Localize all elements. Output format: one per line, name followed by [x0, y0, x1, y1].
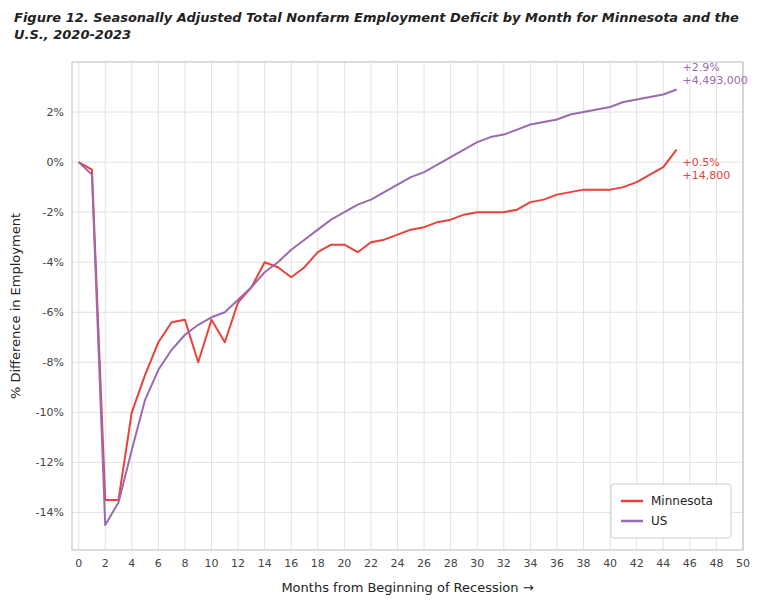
x-tick-label: 40 [603, 557, 617, 570]
x-grid-line [291, 62, 292, 550]
grid [72, 62, 743, 550]
series-line [79, 90, 677, 525]
x-grid-line [317, 62, 318, 550]
x-tick-label: 18 [311, 557, 325, 570]
series-line [79, 150, 677, 500]
x-grid-line [158, 62, 159, 550]
x-grid-line [211, 62, 212, 550]
y-tick-label: -14% [36, 506, 64, 519]
y-tick-label: -10% [36, 406, 64, 419]
y-tick-label: -2% [43, 206, 64, 219]
x-grid-line [636, 62, 637, 550]
x-tick-label: 48 [709, 557, 723, 570]
text-line: Figure 12. Seasonally Adjusted Total Non… [14, 10, 739, 25]
x-grid-line [344, 62, 345, 550]
y-tick-label: -4% [43, 256, 64, 269]
text-line: +14,800 [683, 169, 731, 182]
text-line: +0.5% [683, 156, 720, 169]
y-tick-label: -12% [36, 456, 64, 469]
y-grid-line [72, 412, 743, 413]
y-grid-line [72, 362, 743, 363]
y-axis-label: % Difference in Employment [8, 213, 23, 399]
legend-label: Minnesota [651, 494, 713, 508]
x-tick-label: 8 [181, 557, 188, 570]
y-tick-label: -8% [43, 356, 64, 369]
x-tick-label: 0 [75, 557, 82, 570]
x-grid-line [689, 62, 690, 550]
x-tick-label: 24 [391, 557, 405, 570]
x-grid-line [397, 62, 398, 550]
y-grid-line [72, 162, 743, 163]
x-grid-line [556, 62, 557, 550]
x-tick-label: 28 [444, 557, 458, 570]
x-grid-line [450, 62, 451, 550]
x-grid-line [131, 62, 132, 550]
x-grid-line [663, 62, 664, 550]
x-tick-label: 36 [550, 557, 564, 570]
x-grid-line [184, 62, 185, 550]
ticks: 0246810121416182022242628303234363840424… [36, 106, 750, 570]
legend: Minnesota US [611, 484, 731, 538]
y-tick-label: -6% [43, 306, 64, 319]
x-tick-label: 20 [337, 557, 351, 570]
lines [79, 90, 677, 525]
y-grid-line [72, 212, 743, 213]
annotation: +2.9%+4,493,000 [683, 61, 748, 87]
x-grid-line [477, 62, 478, 550]
legend-swatch [621, 500, 643, 503]
text-line: +4,493,000 [683, 74, 748, 87]
x-tick-label: 22 [364, 557, 378, 570]
x-tick-label: 12 [231, 557, 245, 570]
x-grid-line [530, 62, 531, 550]
chart: Figure 12. Seasonally Adjusted Total Non… [0, 0, 765, 612]
x-tick-label: 32 [497, 557, 511, 570]
legend-label: US [651, 514, 667, 528]
annotation: +0.5%+14,800 [683, 156, 731, 182]
y-grid-line [72, 262, 743, 263]
x-tick-label: 46 [683, 557, 697, 570]
x-tick-label: 16 [284, 557, 298, 570]
text-line: U.S., 2020-2023 [14, 27, 131, 42]
x-tick-label: 30 [470, 557, 484, 570]
y-grid-line [72, 462, 743, 463]
text-line: +2.9% [683, 61, 720, 74]
x-axis-label: Months from Beginning of Recession → [281, 580, 533, 595]
x-grid-line [716, 62, 717, 550]
x-grid-line [610, 62, 611, 550]
x-tick-label: 4 [128, 557, 135, 570]
x-tick-label: 2 [102, 557, 109, 570]
plot-frame [72, 62, 743, 550]
x-grid-line [583, 62, 584, 550]
x-tick-label: 14 [258, 557, 272, 570]
x-grid-line [370, 62, 371, 550]
legend-box [611, 484, 731, 538]
x-tick-label: 44 [656, 557, 670, 570]
y-grid-line [72, 112, 743, 113]
annotations: +0.5%+14,800 +2.9%+4,493,000 [683, 61, 748, 182]
x-grid-line [78, 62, 79, 550]
x-tick-label: 10 [205, 557, 219, 570]
y-grid-line [72, 312, 743, 313]
x-grid-line [424, 62, 425, 550]
y-tick-label: 2% [47, 106, 64, 119]
title: Figure 12. Seasonally Adjusted Total Non… [14, 10, 739, 42]
x-tick-label: 26 [417, 557, 431, 570]
x-tick-label: 42 [630, 557, 644, 570]
x-grid-line [264, 62, 265, 550]
legend-swatch [621, 520, 643, 523]
x-tick-label: 6 [155, 557, 162, 570]
x-tick-label: 50 [736, 557, 750, 570]
x-tick-label: 38 [577, 557, 591, 570]
y-tick-label: 0% [47, 156, 64, 169]
x-tick-label: 34 [523, 557, 537, 570]
